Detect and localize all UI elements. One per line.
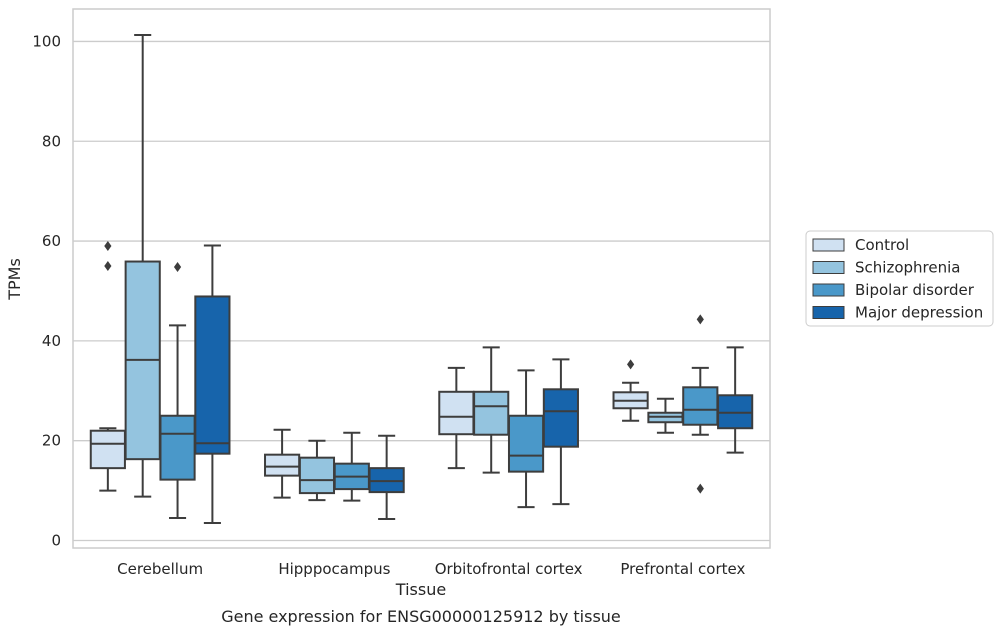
y-tick-labels: 0 20 40 60 80 100 xyxy=(32,32,61,549)
box-bipolar-disorder xyxy=(682,314,719,494)
x-tick-labels: Cerebellum Hipppocampus Orbitofrontal cort… xyxy=(117,560,745,578)
outlier-point xyxy=(173,262,182,273)
box-schizophrenia xyxy=(124,33,161,498)
legend-swatch xyxy=(812,261,845,274)
x-tick-label: Hipppocampus xyxy=(278,560,390,578)
box-major-depression xyxy=(194,244,231,525)
box-iqr xyxy=(507,414,545,473)
x-tick-label: Cerebellum xyxy=(117,560,203,578)
box-iqr xyxy=(264,453,301,477)
box-iqr xyxy=(194,295,231,455)
x-tick-label: Orbitofrontal cortex xyxy=(435,560,583,578)
box-iqr xyxy=(89,429,126,470)
box-control xyxy=(89,241,126,492)
y-tick-label: 40 xyxy=(42,332,61,350)
legend-swatch xyxy=(812,283,845,297)
box-iqr xyxy=(438,390,475,436)
x-axis-label: Tissue xyxy=(395,580,446,599)
y-axis-label: TPMs xyxy=(5,258,24,301)
y-tick-label: 60 xyxy=(42,232,61,250)
box-iqr xyxy=(298,456,336,495)
y-tick-label: 100 xyxy=(32,32,61,50)
legend-swatch xyxy=(812,306,845,319)
box-control xyxy=(438,366,475,470)
legend-label: Control xyxy=(855,236,909,254)
box-bipolar-disorder xyxy=(333,431,370,502)
outlier-point xyxy=(104,241,112,252)
box-major-depression xyxy=(717,346,754,454)
box-bipolar-disorder xyxy=(507,369,545,509)
box-major-depression xyxy=(542,358,579,506)
plot-frame xyxy=(72,8,771,549)
box-iqr xyxy=(473,390,510,436)
box-bipolar-disorder xyxy=(159,262,196,520)
outlier-point xyxy=(104,261,112,272)
box-control xyxy=(612,359,649,422)
y-tick-label: 20 xyxy=(42,432,61,450)
legend: Control Schizophrenia Bipolar disorder Majo… xyxy=(805,230,994,327)
legend-label: Schizophrenia xyxy=(855,259,960,277)
box-control xyxy=(264,428,301,499)
box-series xyxy=(89,33,754,525)
y-tick-label: 80 xyxy=(42,132,61,150)
outlier-point xyxy=(696,483,704,494)
box-schizophrenia xyxy=(298,439,336,502)
legend-label: Bipolar disorder xyxy=(855,281,975,299)
outlier-point xyxy=(627,359,635,370)
outlier-point xyxy=(696,314,704,325)
legend-frame xyxy=(805,230,994,327)
box-iqr xyxy=(159,414,196,481)
legend-swatch xyxy=(812,238,845,252)
box-schizophrenia xyxy=(473,346,510,474)
x-tick-label: Prefrontal cortex xyxy=(620,560,745,578)
y-tick-label: 0 xyxy=(51,532,61,550)
box-major-depression xyxy=(368,434,405,521)
box-schizophrenia xyxy=(647,397,684,434)
box-iqr xyxy=(682,386,719,426)
legend-label: Major depression xyxy=(855,304,983,322)
box-iqr xyxy=(542,388,579,448)
chart-title: Gene expression for ENSG00000125912 by t… xyxy=(221,607,621,626)
